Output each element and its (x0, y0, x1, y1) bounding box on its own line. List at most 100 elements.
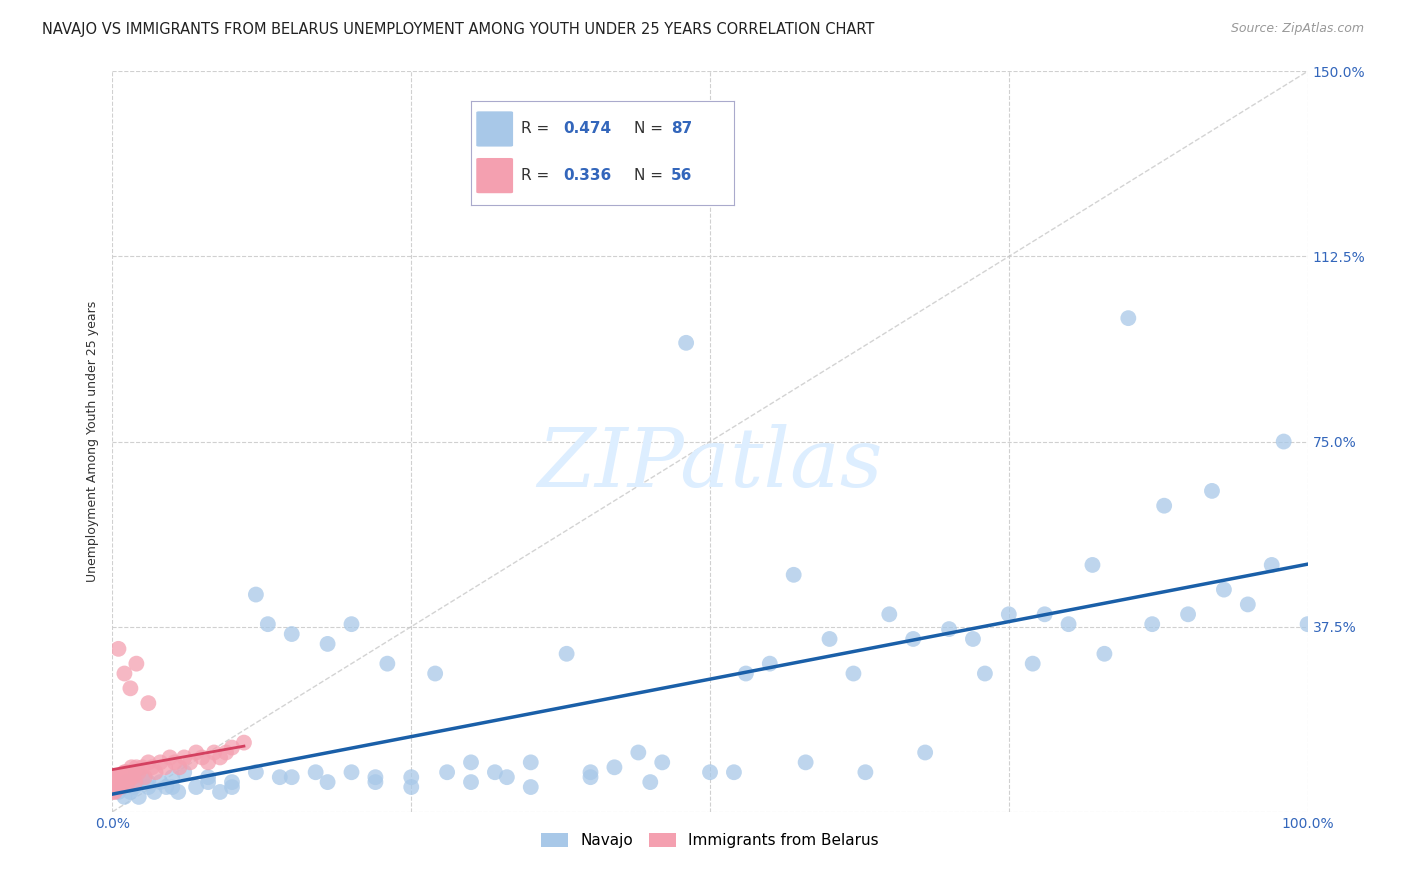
Point (117, 775, 139, 789)
Point (107, 770, 129, 784)
Point (191, 750, 214, 764)
Point (675, 335, 697, 350)
Point (125, 765, 148, 780)
Point (143, 785, 166, 799)
Point (111, 770, 134, 784)
Point (340, 617, 363, 632)
Point (555, 647, 578, 661)
Point (101, 785, 124, 799)
Point (122, 765, 145, 780)
Point (186, 780, 208, 794)
Point (107, 641, 129, 656)
Point (903, 632, 925, 646)
Point (202, 746, 225, 760)
Point (141, 760, 163, 774)
Point (125, 775, 148, 789)
Point (245, 765, 267, 780)
Point (794, 756, 817, 770)
Point (484, 765, 506, 780)
Point (169, 760, 191, 774)
Point (316, 637, 339, 651)
Point (145, 765, 167, 780)
Y-axis label: Unemployment Among Youth under 25 years: Unemployment Among Youth under 25 years (86, 301, 100, 582)
Point (723, 765, 745, 780)
Point (105, 775, 128, 789)
Point (107, 780, 129, 794)
Point (436, 765, 458, 780)
Point (1177, 607, 1199, 622)
Point (103, 770, 125, 784)
Point (159, 750, 181, 764)
Point (281, 770, 304, 784)
Point (1142, 617, 1164, 632)
Point (114, 765, 135, 780)
Point (1213, 582, 1236, 597)
Point (101, 780, 124, 794)
Point (124, 775, 146, 789)
Point (759, 657, 782, 671)
Point (155, 780, 177, 794)
Point (118, 765, 141, 780)
Point (134, 770, 156, 784)
Text: ZIPatlas: ZIPatlas (537, 424, 883, 504)
Point (114, 666, 135, 681)
Point (233, 736, 256, 750)
Point (364, 775, 387, 789)
Point (520, 780, 543, 794)
Point (114, 770, 136, 784)
Point (138, 756, 160, 770)
Point (425, 666, 447, 681)
Point (186, 746, 208, 760)
Point (962, 632, 984, 646)
Point (1201, 483, 1223, 498)
Point (209, 785, 232, 799)
Text: NAVAJO VS IMMIGRANTS FROM BELARUS UNEMPLOYMENT AMONG YOUTH UNDER 25 YEARS CORREL: NAVAJO VS IMMIGRANTS FROM BELARUS UNEMPL… (42, 22, 875, 37)
Point (131, 770, 153, 784)
Point (128, 765, 150, 780)
Point (257, 617, 280, 632)
Point (1094, 647, 1116, 661)
Point (104, 775, 127, 789)
Point (579, 770, 602, 784)
Point (138, 775, 160, 789)
Point (114, 789, 135, 804)
Point (149, 756, 172, 770)
Point (103, 780, 125, 794)
Point (281, 627, 304, 641)
Point (209, 750, 232, 764)
Point (651, 756, 673, 770)
Point (104, 785, 127, 799)
Point (173, 765, 195, 780)
Point (221, 775, 243, 789)
Point (782, 567, 804, 582)
Point (1022, 657, 1045, 671)
Point (114, 765, 136, 780)
Point (1261, 558, 1284, 572)
Point (735, 666, 758, 681)
Point (603, 760, 626, 774)
Point (1081, 558, 1104, 572)
Point (120, 785, 142, 799)
Text: Source: ZipAtlas.com: Source: ZipAtlas.com (1230, 22, 1364, 36)
Point (197, 770, 219, 784)
Point (120, 770, 142, 784)
Point (115, 775, 138, 789)
Point (114, 775, 135, 789)
Point (1118, 311, 1140, 326)
Point (640, 775, 662, 789)
Point (105, 770, 128, 784)
Point (121, 760, 143, 774)
Point (125, 760, 148, 774)
Point (112, 775, 135, 789)
Point (107, 785, 129, 799)
Point (460, 756, 482, 770)
Point (879, 607, 901, 622)
Point (221, 740, 243, 755)
Point (138, 780, 160, 794)
Point (818, 632, 841, 646)
Point (162, 770, 183, 784)
Point (305, 765, 328, 780)
Point (269, 770, 291, 784)
Point (998, 607, 1021, 622)
Point (401, 780, 423, 794)
